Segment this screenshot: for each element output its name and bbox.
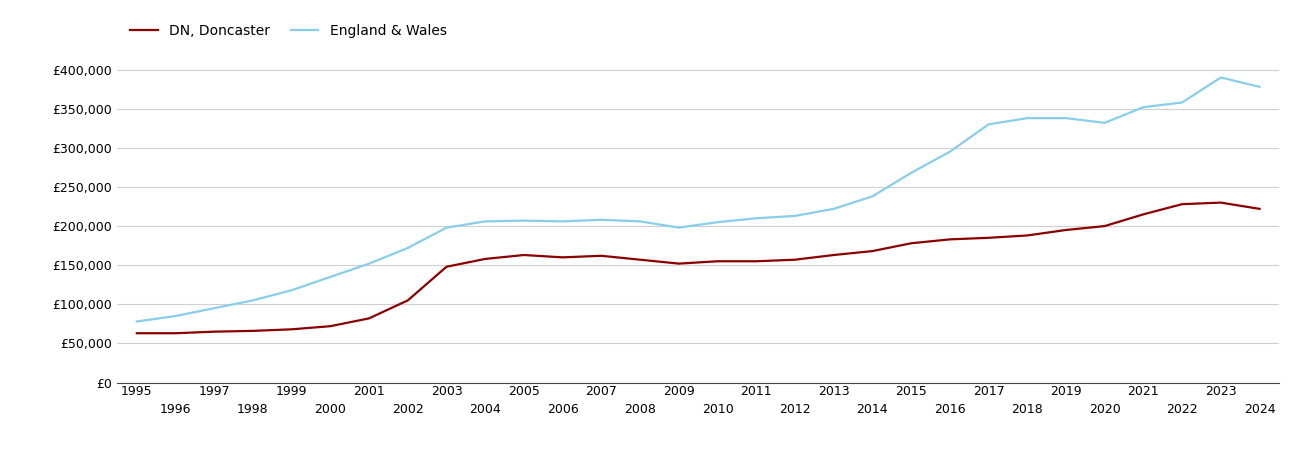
DN, Doncaster: [168, 330, 184, 336]
DN, Doncaster: [245, 328, 261, 333]
DN, Doncaster: [671, 261, 686, 266]
DN, Doncaster: [1212, 200, 1228, 205]
DN, Doncaster: [865, 248, 881, 254]
England & Wales: [361, 261, 377, 266]
England & Wales: [1019, 116, 1035, 121]
DN, Doncaster: [399, 298, 415, 303]
England & Wales: [748, 216, 763, 221]
England & Wales: [1135, 104, 1151, 110]
England & Wales: [283, 288, 299, 293]
DN, Doncaster: [1058, 227, 1074, 233]
Line: England & Wales: England & Wales: [137, 77, 1259, 321]
England & Wales: [322, 274, 338, 279]
DN, Doncaster: [632, 257, 647, 262]
DN, Doncaster: [283, 327, 299, 332]
DN, Doncaster: [206, 329, 222, 334]
DN, Doncaster: [438, 264, 454, 270]
DN, Doncaster: [710, 259, 726, 264]
DN, Doncaster: [478, 256, 493, 261]
England & Wales: [517, 218, 532, 223]
England & Wales: [903, 170, 919, 176]
England & Wales: [632, 219, 647, 224]
DN, Doncaster: [322, 324, 338, 329]
England & Wales: [478, 219, 493, 224]
England & Wales: [865, 194, 881, 199]
England & Wales: [671, 225, 686, 230]
England & Wales: [129, 319, 145, 324]
England & Wales: [981, 122, 997, 127]
DN, Doncaster: [129, 330, 145, 336]
England & Wales: [1096, 120, 1112, 126]
DN, Doncaster: [594, 253, 609, 258]
England & Wales: [245, 298, 261, 303]
DN, Doncaster: [361, 315, 377, 321]
England & Wales: [1212, 75, 1228, 80]
DN, Doncaster: [555, 255, 570, 260]
England & Wales: [206, 306, 222, 311]
DN, Doncaster: [826, 252, 842, 258]
DN, Doncaster: [1251, 206, 1267, 211]
England & Wales: [168, 313, 184, 319]
DN, Doncaster: [903, 241, 919, 246]
England & Wales: [787, 213, 803, 219]
England & Wales: [710, 220, 726, 225]
DN, Doncaster: [1019, 233, 1035, 238]
England & Wales: [942, 149, 958, 154]
England & Wales: [1174, 100, 1190, 105]
England & Wales: [594, 217, 609, 222]
England & Wales: [1251, 84, 1267, 90]
England & Wales: [399, 245, 415, 251]
DN, Doncaster: [981, 235, 997, 240]
DN, Doncaster: [942, 237, 958, 242]
DN, Doncaster: [748, 259, 763, 264]
DN, Doncaster: [787, 257, 803, 262]
Legend: DN, Doncaster, England & Wales: DN, Doncaster, England & Wales: [124, 18, 452, 43]
DN, Doncaster: [1174, 202, 1190, 207]
England & Wales: [1058, 116, 1074, 121]
England & Wales: [826, 206, 842, 211]
England & Wales: [555, 219, 570, 224]
Line: DN, Doncaster: DN, Doncaster: [137, 202, 1259, 333]
DN, Doncaster: [1135, 212, 1151, 217]
England & Wales: [438, 225, 454, 230]
DN, Doncaster: [1096, 223, 1112, 229]
DN, Doncaster: [517, 252, 532, 258]
